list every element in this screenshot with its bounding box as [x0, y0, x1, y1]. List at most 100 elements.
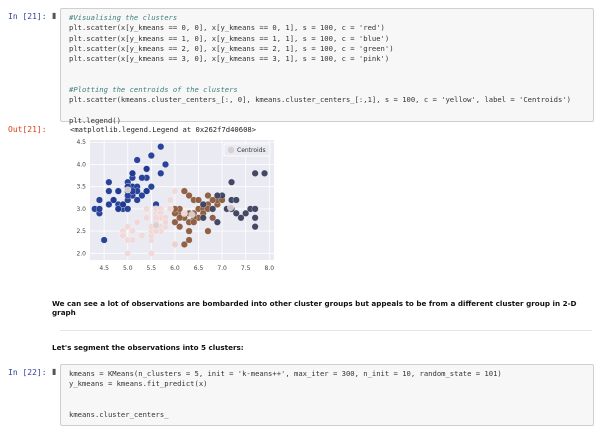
legend-marker [227, 146, 235, 154]
scatter-point [232, 209, 240, 217]
scatter-point [143, 165, 151, 173]
scatter-point [176, 214, 184, 222]
code-line [69, 64, 571, 74]
markdown-divider [60, 330, 592, 331]
y-tick-label: 2.0 [76, 250, 86, 257]
code-cell-21-source[interactable]: #Visualising the clusters plt.scatter(x[y… [69, 13, 571, 126]
y-tick-label: 4.5 [76, 139, 86, 146]
x-tick-label: 5.5 [147, 265, 157, 272]
scatter-point [143, 205, 151, 213]
scatter-point [114, 187, 122, 195]
scatter-point [105, 178, 113, 186]
scatter-point [190, 218, 198, 226]
scatter-point [166, 205, 174, 213]
scatter-point [185, 236, 193, 244]
scatter-point [138, 174, 146, 182]
scatter-point [133, 156, 141, 164]
scatter-point [251, 214, 259, 222]
scatter-point [129, 236, 136, 244]
scatter-point [157, 143, 165, 151]
cell-22-active-marker: ▮ [52, 367, 57, 376]
scatter-point [124, 205, 132, 213]
code-line: #Plotting the centroids of the clusters [69, 85, 238, 95]
code-line: plt.scatter(x[y_kmeans == 1, 0], x[y_kme… [69, 33, 390, 43]
kmeans-scatter-chart: 4.5 5.0 5.5 6.0 6.5 7.0 7.5 8.0 2.0 2.5 3.0 3.5 4.0 4… [76, 139, 275, 272]
scatter-point [157, 169, 165, 177]
scatter-point [147, 152, 155, 160]
y-tick-label: 4.0 [76, 161, 86, 168]
scatter-point [232, 196, 240, 204]
scatter-point [227, 204, 235, 212]
code-line [69, 400, 502, 410]
scatter-point [180, 209, 188, 217]
code-cell-21[interactable]: #Visualising the clusters plt.scatter(x[y… [60, 8, 594, 125]
code-line: y_kmeans = kmeans.fit_predict(x) [69, 379, 208, 389]
y-tick-label: 3.5 [76, 184, 86, 191]
scatter-point [124, 249, 132, 257]
x-tick-label: 4.5 [99, 265, 109, 272]
code-line [69, 390, 502, 400]
scatter-point [209, 205, 217, 213]
x-tick-label: 6.5 [194, 265, 204, 272]
scatter-point [251, 205, 259, 213]
cell-21-out-prompt: Out[21]: [8, 125, 47, 134]
scatter-point [124, 223, 132, 231]
x-tick-label: 8.0 [265, 265, 275, 272]
scatter-point [185, 227, 193, 235]
scatter-point [138, 192, 146, 200]
scatter-point [95, 205, 103, 213]
scatter-point [213, 192, 221, 200]
code-line: plt.scatter(x[y_kmeans == 2, 0], x[y_kme… [69, 43, 394, 53]
markdown-observation-note: We can see a lot of observations are bom… [52, 299, 577, 317]
scatter-point [124, 192, 132, 200]
scatter-point [171, 218, 179, 226]
cell-21-output-text: <matplotlib.legend.Legend at 0x262f7d406… [70, 125, 257, 134]
scatter-point [162, 160, 169, 168]
scatter-point [209, 196, 217, 204]
code-cell-22[interactable]: kmeans = KMeans(n_clusters = 5, init = '… [60, 364, 594, 426]
plot-area [90, 140, 274, 260]
y-tick-label: 2.5 [76, 228, 86, 235]
scatter-point [147, 249, 155, 257]
markdown-segment-heading: Let's segment the observations into 5 cl… [52, 343, 244, 352]
code-cell-22-source[interactable]: kmeans = KMeans(n_clusters = 5, init = '… [69, 369, 502, 420]
scatter-point [242, 209, 250, 217]
scatter-point [114, 205, 122, 213]
y-tick-label: 3.0 [76, 206, 86, 213]
scatter-point [110, 196, 118, 204]
code-line: plt.scatter(kmeans.cluster_centers_[:, 0… [69, 95, 571, 105]
scatter-point [213, 218, 221, 226]
scatter-point [143, 187, 151, 195]
scatter-point [119, 232, 127, 240]
scatter-point [133, 218, 141, 226]
scatter-point [251, 223, 259, 231]
scatter-point [237, 214, 245, 222]
code-line: kmeans.cluster_centers_ [69, 410, 169, 420]
legend-box [223, 143, 271, 157]
scatter-point [166, 196, 174, 204]
x-tick-label: 5.0 [123, 265, 133, 272]
scatter-point [261, 169, 269, 177]
scatter-point [152, 214, 160, 222]
code-line: #Visualising the clusters [69, 13, 178, 22]
scatter-point [138, 232, 146, 240]
legend-label: Centroids [237, 147, 266, 154]
x-tick-label: 6.0 [170, 265, 180, 272]
scatter-point [199, 200, 207, 208]
scatter-point [171, 240, 179, 248]
scatter-point [119, 200, 127, 208]
scatter-point [251, 169, 259, 177]
scatter-point [95, 196, 103, 204]
x-tick-label: 7.5 [241, 265, 251, 272]
scatter-point [105, 187, 113, 195]
scatter-point [180, 187, 188, 195]
scatter-point [152, 227, 160, 235]
scatter-point [129, 227, 136, 235]
scatter-point [185, 192, 193, 200]
scatter-point [180, 240, 188, 248]
scatter-point [105, 200, 113, 208]
scatter-point [195, 196, 202, 204]
scatter-point [176, 223, 184, 231]
scatter-point [204, 192, 212, 200]
scatter-point [228, 178, 235, 186]
